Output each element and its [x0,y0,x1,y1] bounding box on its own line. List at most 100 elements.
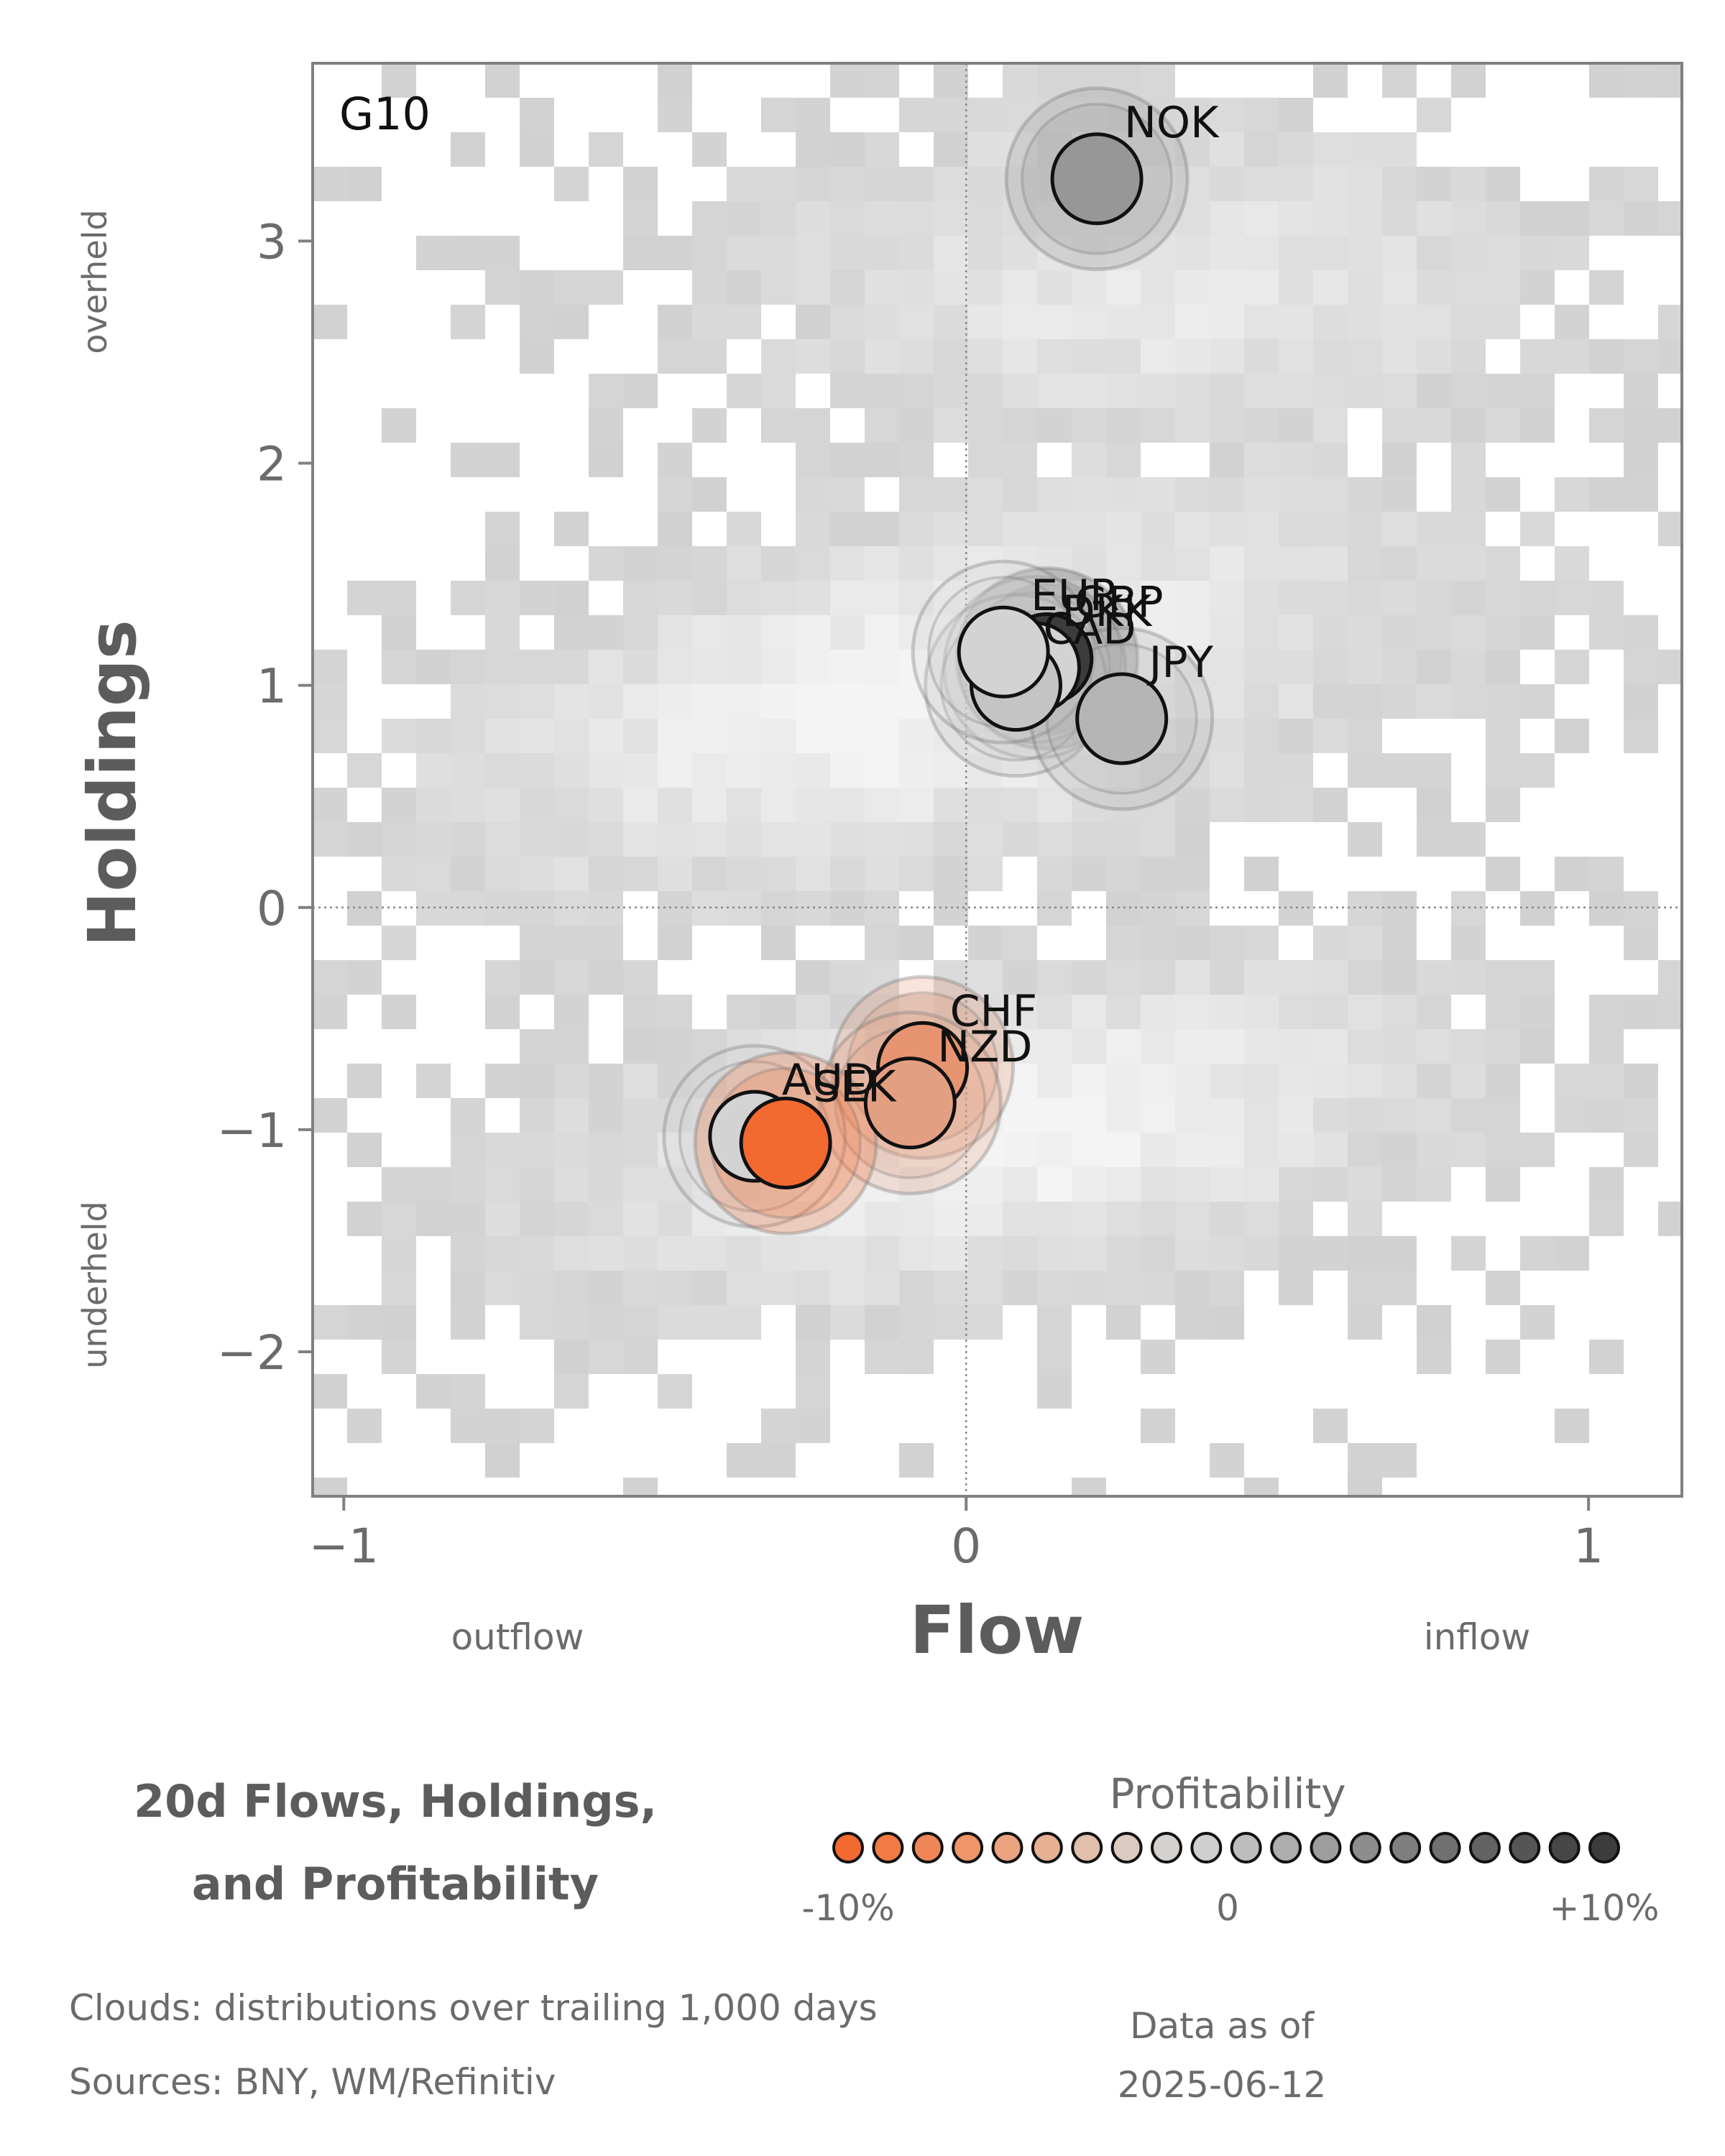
heatmap-cell [623,857,658,891]
heatmap-cell [1279,615,1313,650]
heatmap-cell [1417,684,1451,719]
heatmap-cell [1486,753,1520,788]
heatmap-cell [554,650,589,684]
heatmap-cell [934,857,968,891]
heatmap-cell [1417,753,1451,788]
heatmap-cell [416,822,451,857]
heatmap-cell [1037,512,1072,546]
heatmap-cell [934,270,968,305]
heatmap-cell [1210,1271,1244,1305]
heatmap-cell [1589,339,1624,374]
legend-mid-label: 0 [1216,1887,1239,1929]
heatmap-cell [658,926,692,960]
heatmap-cell [520,822,554,857]
heatmap-cell [1486,684,1520,719]
heatmap-cell [1348,374,1382,408]
heatmap-cell [1486,270,1520,305]
heatmap-cell [1106,960,1141,995]
heatmap-cell [1417,201,1451,236]
heatmap-cell [796,788,830,822]
heatmap-cell [1279,512,1313,546]
heatmap-cell [589,615,623,650]
heatmap-cell [1037,270,1072,305]
heatmap-cell [968,995,1003,1029]
heatmap-cell [1382,1098,1417,1133]
y-tick-label: 0 [257,881,287,936]
heatmap-cell [830,788,865,822]
heatmap-cell [727,822,761,857]
heatmap-cell [1003,477,1037,512]
heatmap-cell [1555,857,1589,891]
heatmap-cell [1175,684,1210,719]
heatmap-cell [1313,650,1348,684]
heatmap-cell [1141,98,1175,132]
heatmap-cell [1624,926,1658,960]
heatmap-cell [1555,650,1589,684]
heatmap-cell [589,270,623,305]
heatmap-cell [485,650,520,684]
heatmap-cell [1486,1064,1520,1098]
heatmap-cell [796,201,830,236]
heatmap-cell [899,201,934,236]
x-axis-title: Flow [910,1592,1085,1669]
heatmap-cell [727,1305,761,1340]
heatmap-cell [1555,201,1589,236]
heatmap-cell [761,995,796,1029]
heatmap-cell [554,995,589,1029]
heatmap-cell [1141,236,1175,270]
heatmap-cell [1279,132,1313,167]
heatmap-cell [1175,788,1210,822]
heatmap-cell [520,98,554,132]
heatmap-cell [830,1305,865,1340]
heatmap-cell [796,1340,830,1374]
heatmap-cell [1451,477,1486,512]
heatmap-cell [554,684,589,719]
heatmap-cell [830,305,865,339]
heatmap-cell [1003,167,1037,201]
heatmap-cell [1451,339,1486,374]
heatmap-cell [1486,1271,1520,1305]
heatmap-cell [899,753,934,788]
point-label: AUD [782,1055,876,1105]
heatmap-cell [968,270,1003,305]
heatmap-cell [554,167,589,201]
heatmap-cell [1175,615,1210,650]
heatmap-cell [899,477,934,512]
heatmap-cell [313,684,347,719]
heatmap-cell [382,615,416,650]
heatmap-cell [1175,581,1210,615]
heatmap-cell [1072,1098,1106,1133]
heatmap-cell [1382,167,1417,201]
heatmap-cell [899,270,934,305]
heatmap-cell [1520,1029,1555,1064]
heatmap-cell [727,270,761,305]
heatmap-cell [830,822,865,857]
heatmap-cell [520,857,554,891]
heatmap-cell [934,339,968,374]
heatmap-cell [1141,615,1175,650]
heatmap-cell [968,926,1003,960]
heatmap-cell [1486,615,1520,650]
heatmap-cell [934,305,968,339]
heatmap-cell [968,443,1003,477]
heatmap-cell [1417,270,1451,305]
heatmap-cell [1451,650,1486,684]
heatmap-cell [968,1098,1003,1133]
heatmap-cell [1210,443,1244,477]
heatmap-cell [520,1029,554,1064]
heatmap-cell [761,926,796,960]
heatmap-cell [1417,1305,1451,1340]
heatmap-cell [313,788,347,822]
heatmap-cell [1037,1098,1072,1133]
heatmap-cell [1589,1167,1624,1202]
heatmap-cell [623,753,658,788]
heatmap-cell [1382,1271,1417,1305]
heatmap-cell [1313,339,1348,374]
heatmap-cell [1072,512,1106,546]
heatmap-cell [623,1305,658,1340]
heatmap-cell [1072,98,1106,132]
heatmap-cell [451,684,485,719]
heatmap-cloud [313,63,1682,1496]
heatmap-cell [1037,788,1072,822]
